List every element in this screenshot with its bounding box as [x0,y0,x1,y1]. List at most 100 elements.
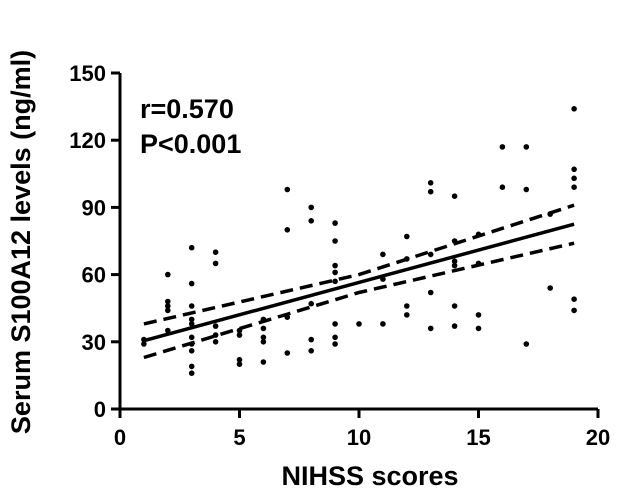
data-point [523,341,530,347]
regression-line [143,222,575,343]
data-point [332,278,338,285]
data-point [260,316,267,323]
data-point [332,269,338,276]
data-point [499,184,506,190]
data-point [212,249,219,255]
y-tick-label: 30 [82,330,106,355]
data-point [332,220,338,226]
data-point [475,260,482,267]
data-point [308,204,315,211]
data-point [571,166,577,173]
data-point [523,186,530,193]
data-point [523,144,530,150]
data-point [284,350,291,356]
data-point [427,251,434,258]
data-point [165,271,171,278]
y-tick-label: 0 [94,397,106,422]
correlation-annotation: r=0.570 [140,94,234,124]
data-point [284,186,291,193]
data-point [451,258,458,265]
data-point [236,327,243,334]
data-point [404,303,410,309]
data-point [212,339,219,345]
data-point [188,341,195,347]
data-point [571,307,577,314]
data-point [260,325,267,332]
chart-marks [141,106,577,377]
data-point [451,323,458,329]
data-point [451,238,458,244]
data-point [188,244,195,251]
data-point [308,348,315,354]
data-point [236,361,243,368]
data-point [188,280,195,287]
data-point [427,325,434,332]
data-point [332,238,338,244]
data-point [404,233,410,240]
data-point [571,175,577,182]
data-point [188,321,195,327]
data-point [404,312,410,318]
confidence-band-upper [143,203,575,326]
x-tick-label: 15 [466,425,490,450]
data-point [188,303,195,309]
data-point [165,327,171,334]
data-point [188,363,195,370]
data-point [571,184,577,190]
data-point [188,334,195,341]
data-point [284,227,291,233]
data-point [475,325,482,332]
data-point [212,260,219,267]
data-point [308,218,315,224]
x-tick-label: 0 [114,425,126,450]
data-point [260,334,267,341]
data-point [380,321,386,327]
data-point [356,321,362,327]
data-point [451,303,458,309]
data-point [284,314,291,321]
data-point [332,262,338,269]
data-point [427,289,434,296]
confidence-band-lower [143,241,575,360]
data-point [451,193,458,199]
y-tick-label: 60 [82,263,106,288]
data-point [332,341,338,347]
data-point [188,316,195,323]
data-point [212,323,219,329]
y-axis-title: Serum S100A12 levels (ng/ml) [6,50,36,434]
data-point [141,341,147,347]
data-point [380,251,386,258]
data-point [260,339,267,345]
y-tick-label: 120 [69,128,106,153]
data-point [188,348,195,354]
x-tick-label: 20 [586,425,610,450]
data-point [475,312,482,318]
x-tick-label: 5 [233,425,245,450]
y-tick-label: 150 [69,61,106,86]
y-tick-label: 90 [82,195,106,220]
data-point [165,303,171,309]
data-point [332,334,338,341]
data-point [427,188,434,195]
data-point [165,298,171,305]
data-point [451,262,458,269]
chart-axes: 0 5 10 15 20 0 30 60 90 120 150 [69,61,610,450]
x-axis-title: NIHSS scores [281,461,458,491]
data-point [427,180,434,186]
data-point [475,231,482,238]
data-point [260,359,267,365]
data-point [236,332,243,338]
data-point [188,370,195,377]
data-point [499,144,506,150]
p-value-annotation: P<0.001 [140,129,241,159]
data-point [308,336,315,343]
data-point [165,307,171,314]
data-point [547,285,553,291]
data-point [571,296,577,303]
data-point [547,211,553,217]
x-tick-label: 10 [347,425,371,450]
data-point [571,106,577,112]
data-point [212,332,219,338]
data-point [404,256,410,262]
